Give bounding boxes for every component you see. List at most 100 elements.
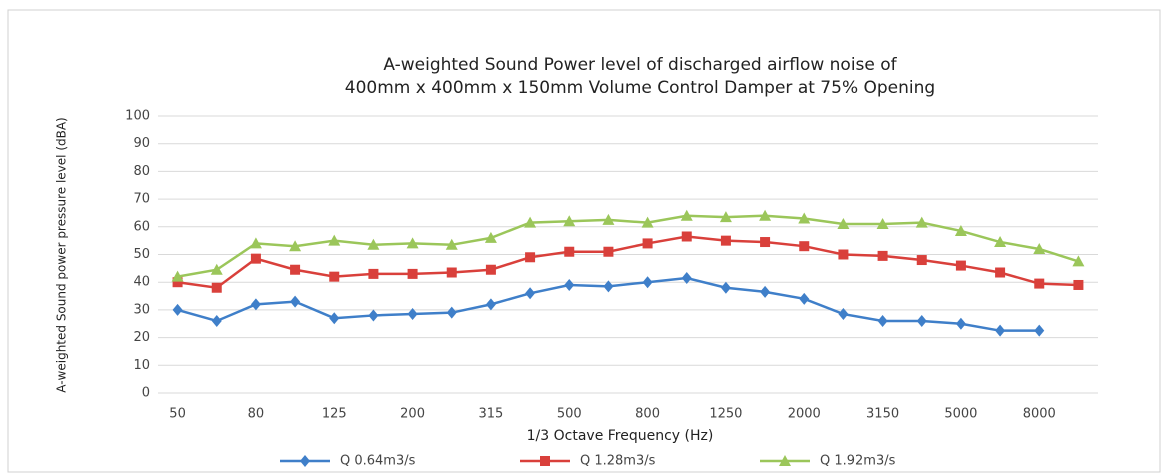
x-tick-label: 3150	[866, 407, 899, 422]
marker	[368, 309, 379, 322]
marker	[171, 270, 184, 282]
legend-marker	[779, 455, 791, 466]
marker	[445, 238, 458, 250]
y-tick-label: 50	[133, 247, 150, 262]
marker	[446, 306, 457, 319]
series-line	[177, 235, 1079, 290]
marker	[994, 236, 1007, 248]
x-tick-label: 200	[400, 407, 425, 422]
y-tick-label: 30	[133, 302, 150, 317]
marker	[995, 267, 1006, 278]
series-line	[177, 214, 1079, 278]
marker	[759, 209, 772, 221]
marker	[1034, 324, 1045, 337]
marker	[563, 215, 576, 227]
marker	[1033, 242, 1046, 254]
y-tick-label: 20	[133, 330, 150, 345]
marker	[798, 212, 811, 224]
marker	[876, 218, 889, 230]
x-tick-label: 2000	[788, 407, 821, 422]
marker	[407, 268, 418, 279]
marker	[329, 312, 340, 325]
marker	[407, 308, 418, 321]
marker	[955, 317, 966, 330]
marker	[642, 238, 653, 249]
y-tick-label: 10	[133, 358, 150, 373]
marker	[719, 211, 732, 223]
y-tick-label: 80	[133, 164, 150, 179]
marker	[760, 237, 771, 248]
marker	[955, 260, 966, 271]
marker	[838, 308, 849, 321]
x-tick-label: 1250	[709, 407, 742, 422]
x-tick-label: 80	[248, 407, 265, 422]
marker	[250, 253, 261, 264]
x-tick-label: 500	[557, 407, 582, 422]
marker	[1072, 255, 1085, 267]
legend-label: Q 1.92m3/s	[820, 454, 896, 469]
marker	[172, 303, 183, 316]
marker	[915, 216, 928, 228]
marker	[249, 237, 262, 249]
x-tick-label: 125	[322, 407, 347, 422]
marker	[916, 314, 927, 327]
marker	[642, 276, 653, 289]
marker	[484, 231, 497, 243]
marker	[564, 278, 575, 291]
marker	[603, 246, 614, 257]
y-tick-label: 0	[142, 386, 150, 401]
x-tick-label: 800	[635, 407, 660, 422]
y-tick-label: 70	[133, 192, 150, 207]
marker	[290, 295, 301, 308]
marker	[602, 213, 615, 225]
marker	[837, 218, 850, 230]
marker	[328, 234, 341, 246]
legend-label: Q 0.64m3/s	[340, 454, 416, 469]
marker	[211, 314, 222, 327]
marker	[838, 249, 849, 260]
marker	[211, 282, 222, 293]
y-tick-label: 90	[133, 136, 150, 151]
marker	[172, 277, 183, 288]
marker	[446, 267, 457, 278]
marker	[289, 240, 302, 252]
marker	[329, 271, 340, 282]
marker	[367, 238, 380, 250]
marker	[681, 231, 692, 242]
marker	[954, 224, 967, 236]
marker	[368, 268, 379, 279]
marker	[564, 246, 575, 257]
marker	[485, 264, 496, 275]
x-axis-title: 1/3 Octave Frequency (Hz)	[527, 428, 714, 444]
marker	[720, 235, 731, 246]
legend-marker	[540, 456, 550, 466]
marker	[406, 237, 419, 249]
chart-frame	[7, 9, 1161, 473]
marker	[525, 287, 536, 300]
marker	[1073, 279, 1084, 290]
marker	[1034, 278, 1045, 289]
y-tick-label: 40	[133, 275, 150, 290]
marker	[916, 255, 927, 266]
marker	[799, 292, 810, 305]
marker	[641, 216, 654, 228]
marker	[603, 280, 614, 293]
marker	[799, 241, 810, 252]
marker	[524, 216, 537, 228]
x-tick-label: 315	[479, 407, 504, 422]
marker	[290, 264, 301, 275]
marker	[995, 324, 1006, 337]
marker	[720, 281, 731, 294]
legend-label: Q 1.28m3/s	[580, 454, 656, 469]
marker	[877, 314, 888, 327]
x-tick-label: 50	[169, 407, 186, 422]
marker	[485, 298, 496, 311]
marker	[210, 263, 223, 275]
marker	[680, 209, 693, 221]
marker	[877, 250, 888, 261]
y-axis-title: A-weighted Sound power pressure level (d…	[55, 117, 69, 392]
marker	[760, 285, 771, 298]
x-tick-label: 8000	[1023, 407, 1056, 422]
marker	[250, 298, 261, 311]
